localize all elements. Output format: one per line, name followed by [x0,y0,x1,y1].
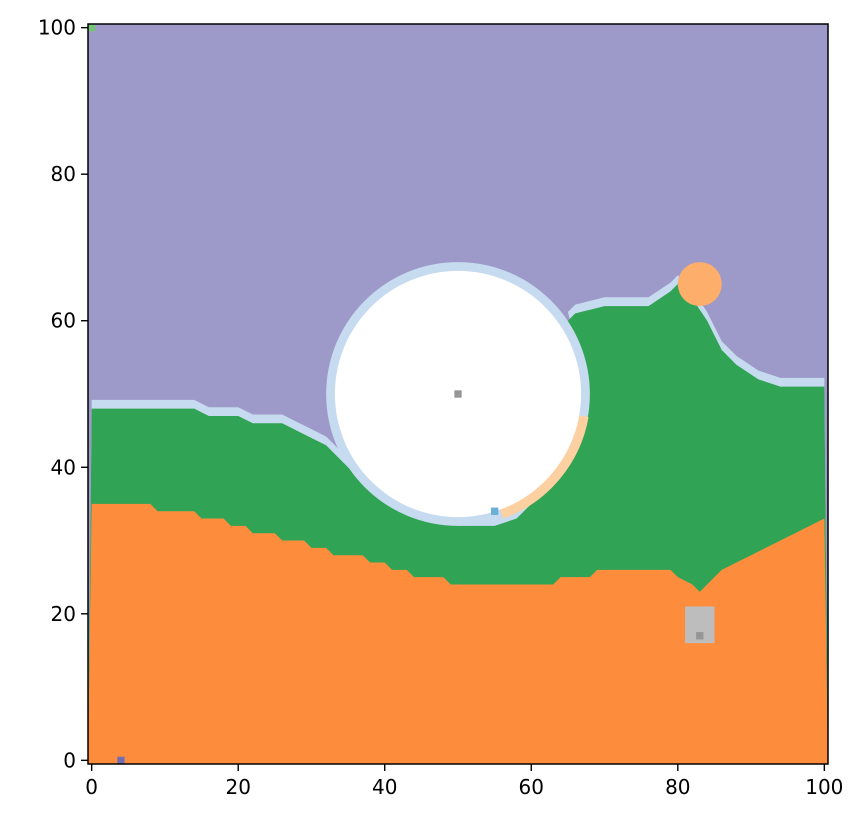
y-tick-label: 100 [38,16,76,40]
y-tick-label: 40 [51,455,76,479]
y-tick-label: 0 [63,748,76,772]
x-tick-label: 0 [85,775,98,799]
x-tick-label: 60 [519,775,544,799]
y-tick-label: 20 [51,602,76,626]
x-tick-label: 20 [225,775,250,799]
gray-dot-cell [454,390,462,398]
disc-ring [499,415,589,519]
x-tick-label: 40 [372,775,397,799]
x-tick-label: 80 [665,775,690,799]
x-axis: 0 20 40 60 80 100 [85,764,843,799]
ground-region [88,503,828,764]
plot-area [88,24,828,764]
gray-dot-cell [696,632,704,640]
y-tick-label: 80 [51,162,76,186]
purple-speck-cell [117,756,125,764]
plot-frame [87,23,829,765]
blue-speck-cell [490,507,499,515]
marker-group [88,24,704,764]
x-tick-label: 100 [805,775,843,799]
y-axis: 0 20 40 60 80 100 [38,16,88,772]
orange-blob [677,262,722,307]
y-tick-label: 60 [51,309,76,333]
green-corner-cell [88,24,96,32]
